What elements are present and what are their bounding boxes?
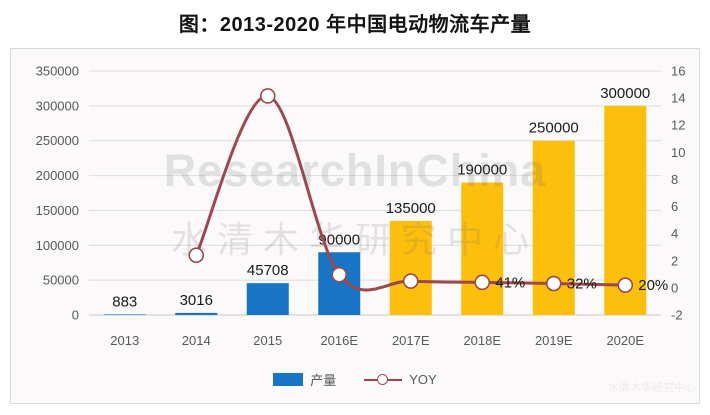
yoy-marker-2017E	[402, 273, 419, 289]
bar-2013	[103, 314, 146, 315]
yoy-marker-2014	[188, 247, 205, 264]
yoy-marker-2015	[259, 88, 276, 104]
bar-data-label: 135000	[386, 200, 436, 217]
left-axis-tick-label: 100000	[36, 238, 79, 253]
x-axis-tick-label: 2014	[182, 333, 211, 348]
yoy-marker-2018E	[474, 274, 491, 291]
chart-legend: 产量 YOY	[11, 370, 699, 389]
legend-line-swatch-icon	[364, 373, 403, 386]
bar-data-label: 190000	[457, 162, 507, 179]
chart-title: 图：2013-2020 年中国电动物流车产量	[178, 14, 532, 36]
right-axis-tick-label: 4	[671, 226, 678, 241]
bar-2018E	[461, 182, 504, 315]
bar-2016E	[318, 252, 361, 315]
legend-bar-label: 产量	[310, 373, 337, 388]
left-axis-tick-label: 200000	[36, 168, 79, 183]
bar-2014	[175, 312, 218, 315]
x-axis-tick-label: 2013	[110, 333, 139, 348]
x-axis-tick-label: 2019E	[535, 333, 573, 348]
left-axis-tick-label: 150000	[36, 203, 79, 218]
left-axis-tick-label: 0	[72, 308, 79, 323]
right-axis-tick-label: -2	[671, 308, 683, 323]
legend-bar-swatch-icon	[273, 373, 304, 386]
right-axis-tick-label: 16	[671, 64, 685, 79]
yoy-marker-2020E	[617, 277, 634, 293]
legend-line-marker-icon	[377, 374, 389, 385]
x-axis-tick-label: 2018E	[463, 333, 501, 348]
right-axis-tick-label: 0	[671, 280, 678, 295]
yoy-point-label: 41%	[495, 274, 525, 291]
bar-data-label: 883	[112, 293, 137, 310]
right-axis-tick-label: 12	[671, 118, 685, 133]
bar-data-label: 250000	[529, 120, 579, 137]
left-axis-tick-label: 50000	[43, 273, 79, 288]
x-axis-tick-label: 2020E	[606, 333, 644, 348]
yoy-line	[194, 94, 627, 292]
bar-data-label: 300000	[600, 85, 650, 102]
bar-2017E	[389, 220, 432, 315]
legend-item-yoy: YOY	[364, 372, 437, 387]
bar-data-label: 3016	[180, 292, 213, 309]
left-axis-tick-label: 350000	[36, 64, 79, 79]
yoy-point-label: 20%	[638, 277, 668, 294]
bar-data-label: 90000	[318, 231, 360, 248]
x-axis-tick-label: 2016E	[320, 333, 358, 348]
legend-line-label: YOY	[409, 372, 437, 387]
chart-canvas: 0 50000 100000 150000 200000 250000 300000 3500…	[36, 64, 686, 349]
chart-panel: 0 50000 100000 150000 200000 250000 300000 3500…	[10, 48, 700, 404]
left-axis-tick-label: 300000	[36, 98, 79, 113]
right-axis-tick-label: 10	[671, 145, 685, 160]
right-axis-tick-label: 14	[671, 91, 685, 106]
left-axis-tick-label: 250000	[36, 133, 79, 148]
yoy-point-label: 32%	[567, 276, 597, 293]
bar-data-label: 45708	[247, 262, 289, 279]
x-axis-tick-label: 2017E	[392, 333, 430, 348]
legend-item-production: 产量	[273, 370, 336, 389]
yoy-marker-2016E	[331, 266, 348, 283]
x-axis-tick-label: 2015	[253, 333, 282, 348]
right-axis-tick-label: 8	[671, 172, 678, 187]
right-axis-tick-label: 2	[671, 253, 678, 268]
right-axis-tick-label: 6	[671, 199, 678, 214]
bar-2015	[246, 283, 289, 315]
yoy-marker-2019E	[545, 275, 562, 292]
